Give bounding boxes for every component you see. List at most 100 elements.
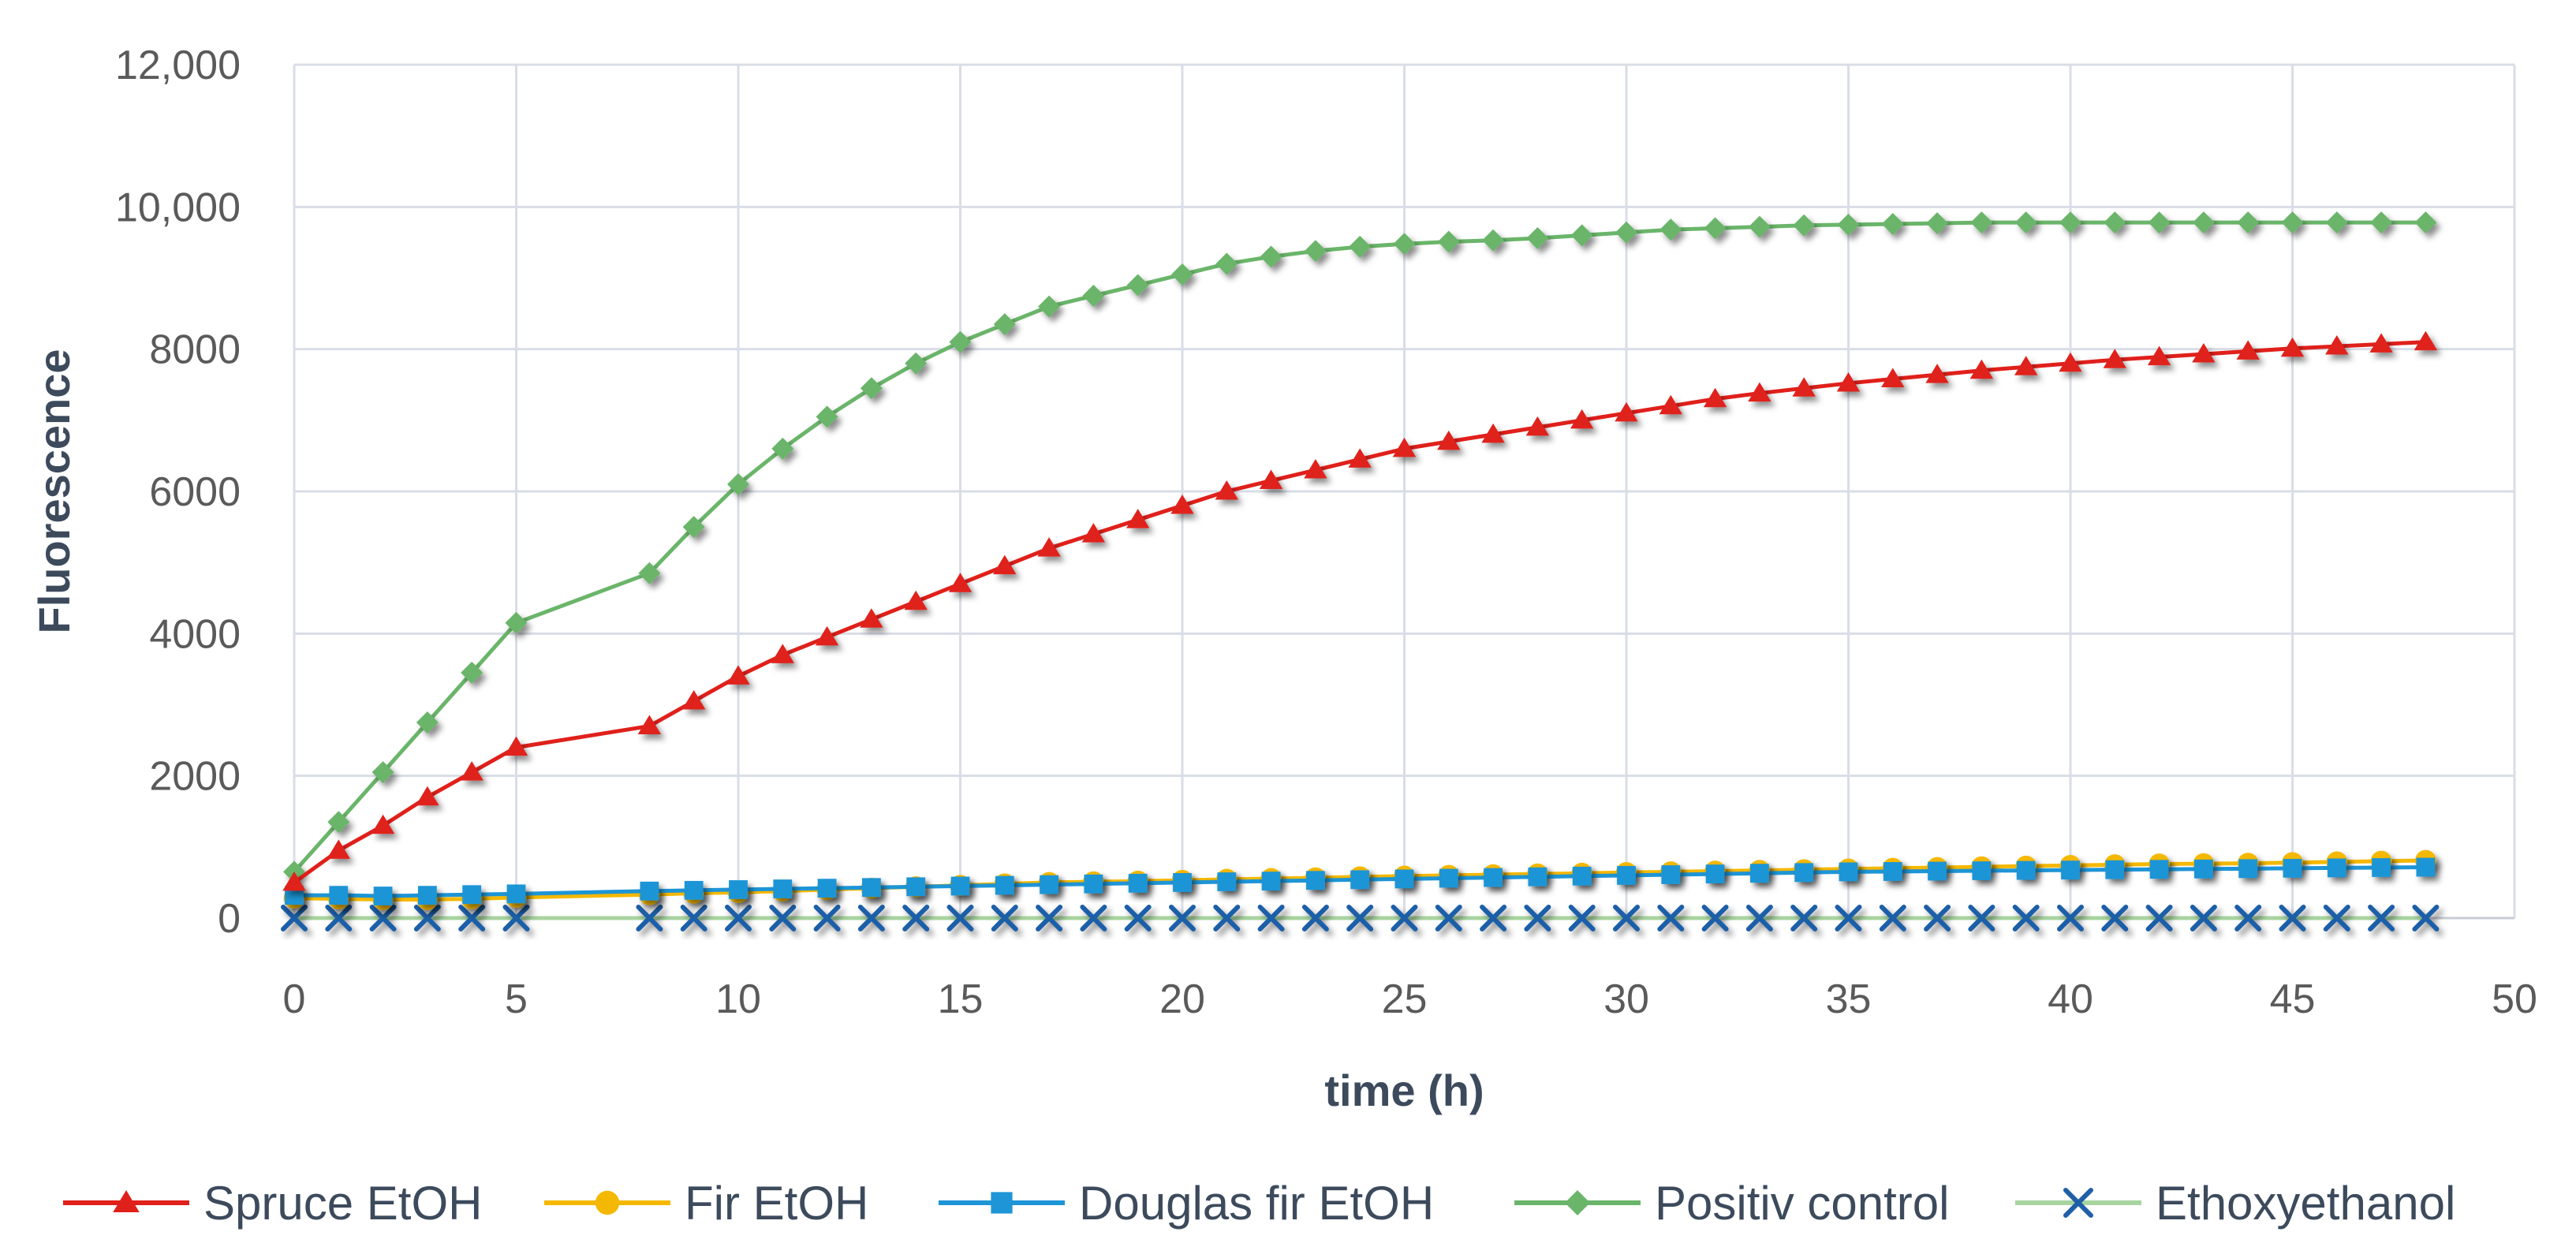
data-point bbox=[637, 715, 662, 735]
series-markers bbox=[282, 330, 2438, 891]
legend: Spruce EtOH Fir EtOH Douglas fir EtOH Posit… bbox=[63, 1177, 2455, 1230]
data-point bbox=[1435, 905, 1462, 931]
data-point bbox=[1037, 537, 1061, 557]
data-point bbox=[1217, 872, 1237, 891]
data-point bbox=[416, 711, 439, 734]
data-point bbox=[817, 879, 837, 898]
data-point bbox=[727, 472, 749, 495]
series-line bbox=[293, 220, 2426, 874]
data-point bbox=[1748, 215, 1771, 238]
data-point bbox=[1261, 872, 1281, 891]
data-point bbox=[1437, 430, 1461, 450]
legend-item: Fir EtOH bbox=[544, 1177, 868, 1230]
data-point bbox=[949, 330, 972, 353]
data-point bbox=[1480, 905, 1507, 931]
data-point bbox=[905, 352, 928, 375]
legend-swatch-marker bbox=[113, 1190, 140, 1212]
data-point bbox=[946, 905, 974, 931]
x-tick-label: 50 bbox=[2492, 976, 2537, 1022]
data-point bbox=[2369, 333, 2393, 353]
data-point bbox=[993, 554, 1017, 575]
data-point bbox=[1883, 862, 1902, 881]
data-point bbox=[769, 905, 797, 931]
data-point bbox=[505, 611, 528, 634]
data-point bbox=[862, 878, 881, 898]
y-axis-title: Fluorescence bbox=[29, 349, 79, 633]
data-point bbox=[1084, 874, 1103, 894]
legend-label: Ethoxyethanol bbox=[2156, 1177, 2455, 1230]
data-point bbox=[993, 313, 1016, 336]
data-point bbox=[1615, 401, 1638, 422]
x-tick-label: 30 bbox=[1603, 976, 1649, 1022]
y-tick-label: 8000 bbox=[149, 327, 241, 373]
data-point bbox=[1615, 221, 1637, 244]
x-tick-label: 35 bbox=[1826, 976, 1872, 1022]
data-point bbox=[1837, 213, 1860, 236]
data-point bbox=[816, 405, 838, 428]
data-point bbox=[860, 608, 883, 628]
data-point bbox=[2014, 211, 2037, 234]
data-point bbox=[502, 905, 530, 931]
data-point bbox=[1526, 227, 1549, 250]
data-point bbox=[1170, 495, 1194, 514]
data-point bbox=[1082, 285, 1105, 308]
data-point bbox=[1304, 458, 1327, 479]
data-point bbox=[2236, 340, 2260, 360]
data-point bbox=[771, 437, 794, 460]
data-point bbox=[1081, 523, 1106, 543]
data-point bbox=[371, 761, 394, 784]
data-point bbox=[325, 905, 353, 931]
data-point bbox=[1482, 229, 1505, 252]
data-point bbox=[1748, 382, 1771, 402]
data-point bbox=[462, 885, 482, 905]
legend-label: Positiv control bbox=[1655, 1177, 1949, 1230]
data-point bbox=[1304, 240, 1327, 263]
data-point bbox=[906, 877, 926, 897]
data-point bbox=[1260, 245, 1282, 268]
data-point bbox=[1036, 905, 1063, 931]
data-point bbox=[1306, 871, 1325, 890]
data-point bbox=[1968, 905, 1995, 931]
data-point bbox=[1703, 387, 1727, 408]
data-point bbox=[1568, 905, 1596, 931]
data-point bbox=[771, 644, 794, 663]
data-point bbox=[2059, 211, 2081, 234]
data-point bbox=[1661, 865, 1681, 884]
data-point bbox=[1657, 905, 1685, 931]
data-point bbox=[1126, 509, 1150, 528]
data-point bbox=[2416, 857, 2436, 877]
x-tick-label: 15 bbox=[938, 976, 984, 1022]
data-point bbox=[2372, 858, 2391, 877]
data-point bbox=[1040, 875, 1058, 894]
legend-label: Douglas fir EtOH bbox=[1079, 1177, 1434, 1230]
data-point bbox=[1169, 905, 1196, 931]
data-point bbox=[1301, 905, 1329, 931]
data-point bbox=[1215, 252, 1238, 275]
data-point bbox=[2414, 211, 2437, 234]
data-point bbox=[1392, 437, 1417, 457]
data-point bbox=[1437, 230, 1460, 253]
data-point bbox=[413, 905, 441, 931]
y-tick-label: 4000 bbox=[149, 611, 241, 657]
data-point bbox=[504, 736, 528, 756]
data-point bbox=[2279, 905, 2306, 931]
axes: 0 5 10 15 20 25 30 35 40 45 50 0 2000 4000 6000 8000 10,… bbox=[115, 43, 2537, 1022]
data-point bbox=[2192, 342, 2216, 363]
data-point bbox=[1969, 359, 1994, 379]
data-point bbox=[461, 661, 483, 684]
data-point bbox=[329, 886, 349, 905]
data-point bbox=[1570, 409, 1594, 429]
data-point bbox=[1128, 873, 1148, 893]
data-point bbox=[1126, 274, 1149, 297]
data-point bbox=[2194, 859, 2213, 879]
data-point bbox=[1835, 905, 1862, 931]
data-point bbox=[640, 881, 659, 901]
data-point bbox=[1792, 377, 1816, 397]
data-point bbox=[1879, 905, 1906, 931]
data-point bbox=[2014, 356, 2038, 375]
x-tick-label: 10 bbox=[715, 976, 761, 1022]
data-point bbox=[1839, 862, 1858, 882]
data-point bbox=[2057, 905, 2084, 931]
legend-item: Douglas fir EtOH bbox=[939, 1177, 1434, 1230]
series-positiv-control bbox=[283, 211, 2437, 883]
